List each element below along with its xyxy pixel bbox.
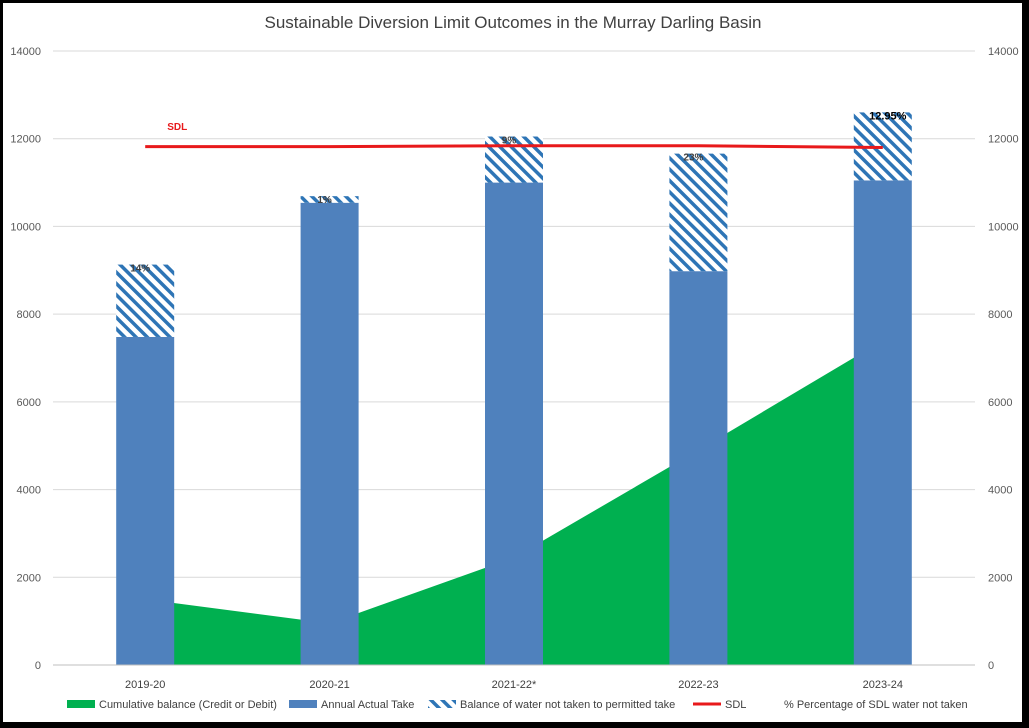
legend-label: % Percentage of SDL water not taken [784,699,968,711]
chart: Sustainable Diversion Limit Outcomes in … [10,13,1019,711]
percentage-label: 12.95% [869,110,907,122]
y-tick-label-right: 14000 [988,46,1019,58]
legend-swatch [67,700,95,708]
x-tick-label: 2022-23 [678,679,718,691]
legend-label: Balance of water not taken to permitted … [460,699,675,711]
x-axis: 2019-20 2020-21 2021-22* 2022-23 2023-24 [53,664,975,691]
y-tick-label-left: 4000 [17,485,41,497]
percentage-label: 1% [317,195,332,206]
y-tick-label-left: 8000 [17,309,41,321]
x-tick-label: 2023-24 [863,679,903,691]
y-tick-label-right: 8000 [988,309,1012,321]
percentage-label: 9% [502,136,517,147]
bar-balance-not-taken [116,264,175,337]
legend-swatch-hatched [428,700,456,708]
y-tick-label-left: 2000 [17,572,41,584]
bar-annual-actual-take [669,271,728,665]
bar-balance-not-taken [669,153,728,272]
y-axis-left: 0 2000 4000 6000 8000 10000 12000 14000 [10,46,41,672]
percentage-label: 23% [683,153,703,164]
legend-label: Annual Actual Take [321,699,414,711]
sdl-line-label: SDL [167,122,187,133]
y-tick-label-right: 0 [988,660,994,672]
y-tick-label-right: 6000 [988,397,1012,409]
y-tick-label-right: 12000 [988,134,1019,146]
x-tick-label: 2019-20 [125,679,165,691]
bar-annual-actual-take [485,182,543,666]
x-tick-label: 2021-22* [492,679,537,691]
percentage-labels: 14% 1% 9% 23% 12.95% [130,110,906,274]
chart-title: Sustainable Diversion Limit Outcomes in … [265,13,762,32]
y-tick-label-left: 10000 [10,221,41,233]
chart-frame: Sustainable Diversion Limit Outcomes in … [3,3,1022,722]
legend: Cumulative balance (Credit or Debit) Annu… [67,699,968,711]
y-tick-label-left: 12000 [10,134,41,146]
y-tick-label-right: 4000 [988,485,1012,497]
legend-label: Cumulative balance (Credit or Debit) [99,699,277,711]
y-axis-right: 0 2000 4000 6000 8000 10000 12000 14000 [988,46,1019,672]
bar-annual-actual-take [116,336,175,665]
bar-annual-actual-take [853,180,912,665]
x-tick-label: 2020-21 [309,679,349,691]
bar-balance-not-taken [485,136,543,183]
legend-swatch [289,700,317,708]
bar-series [116,112,912,666]
y-tick-label-right: 10000 [988,221,1019,233]
bar-balance-not-taken [300,196,359,203]
y-tick-label-left: 0 [35,660,41,672]
y-tick-label-left: 6000 [17,397,41,409]
bar-annual-actual-take [300,202,359,665]
sdl-line-group: SDL [145,122,883,149]
y-tick-label-right: 2000 [988,572,1012,584]
sdl-line [145,144,883,149]
legend-label: SDL [725,699,746,711]
percentage-label: 14% [130,264,150,275]
y-tick-label-left: 14000 [10,46,41,58]
